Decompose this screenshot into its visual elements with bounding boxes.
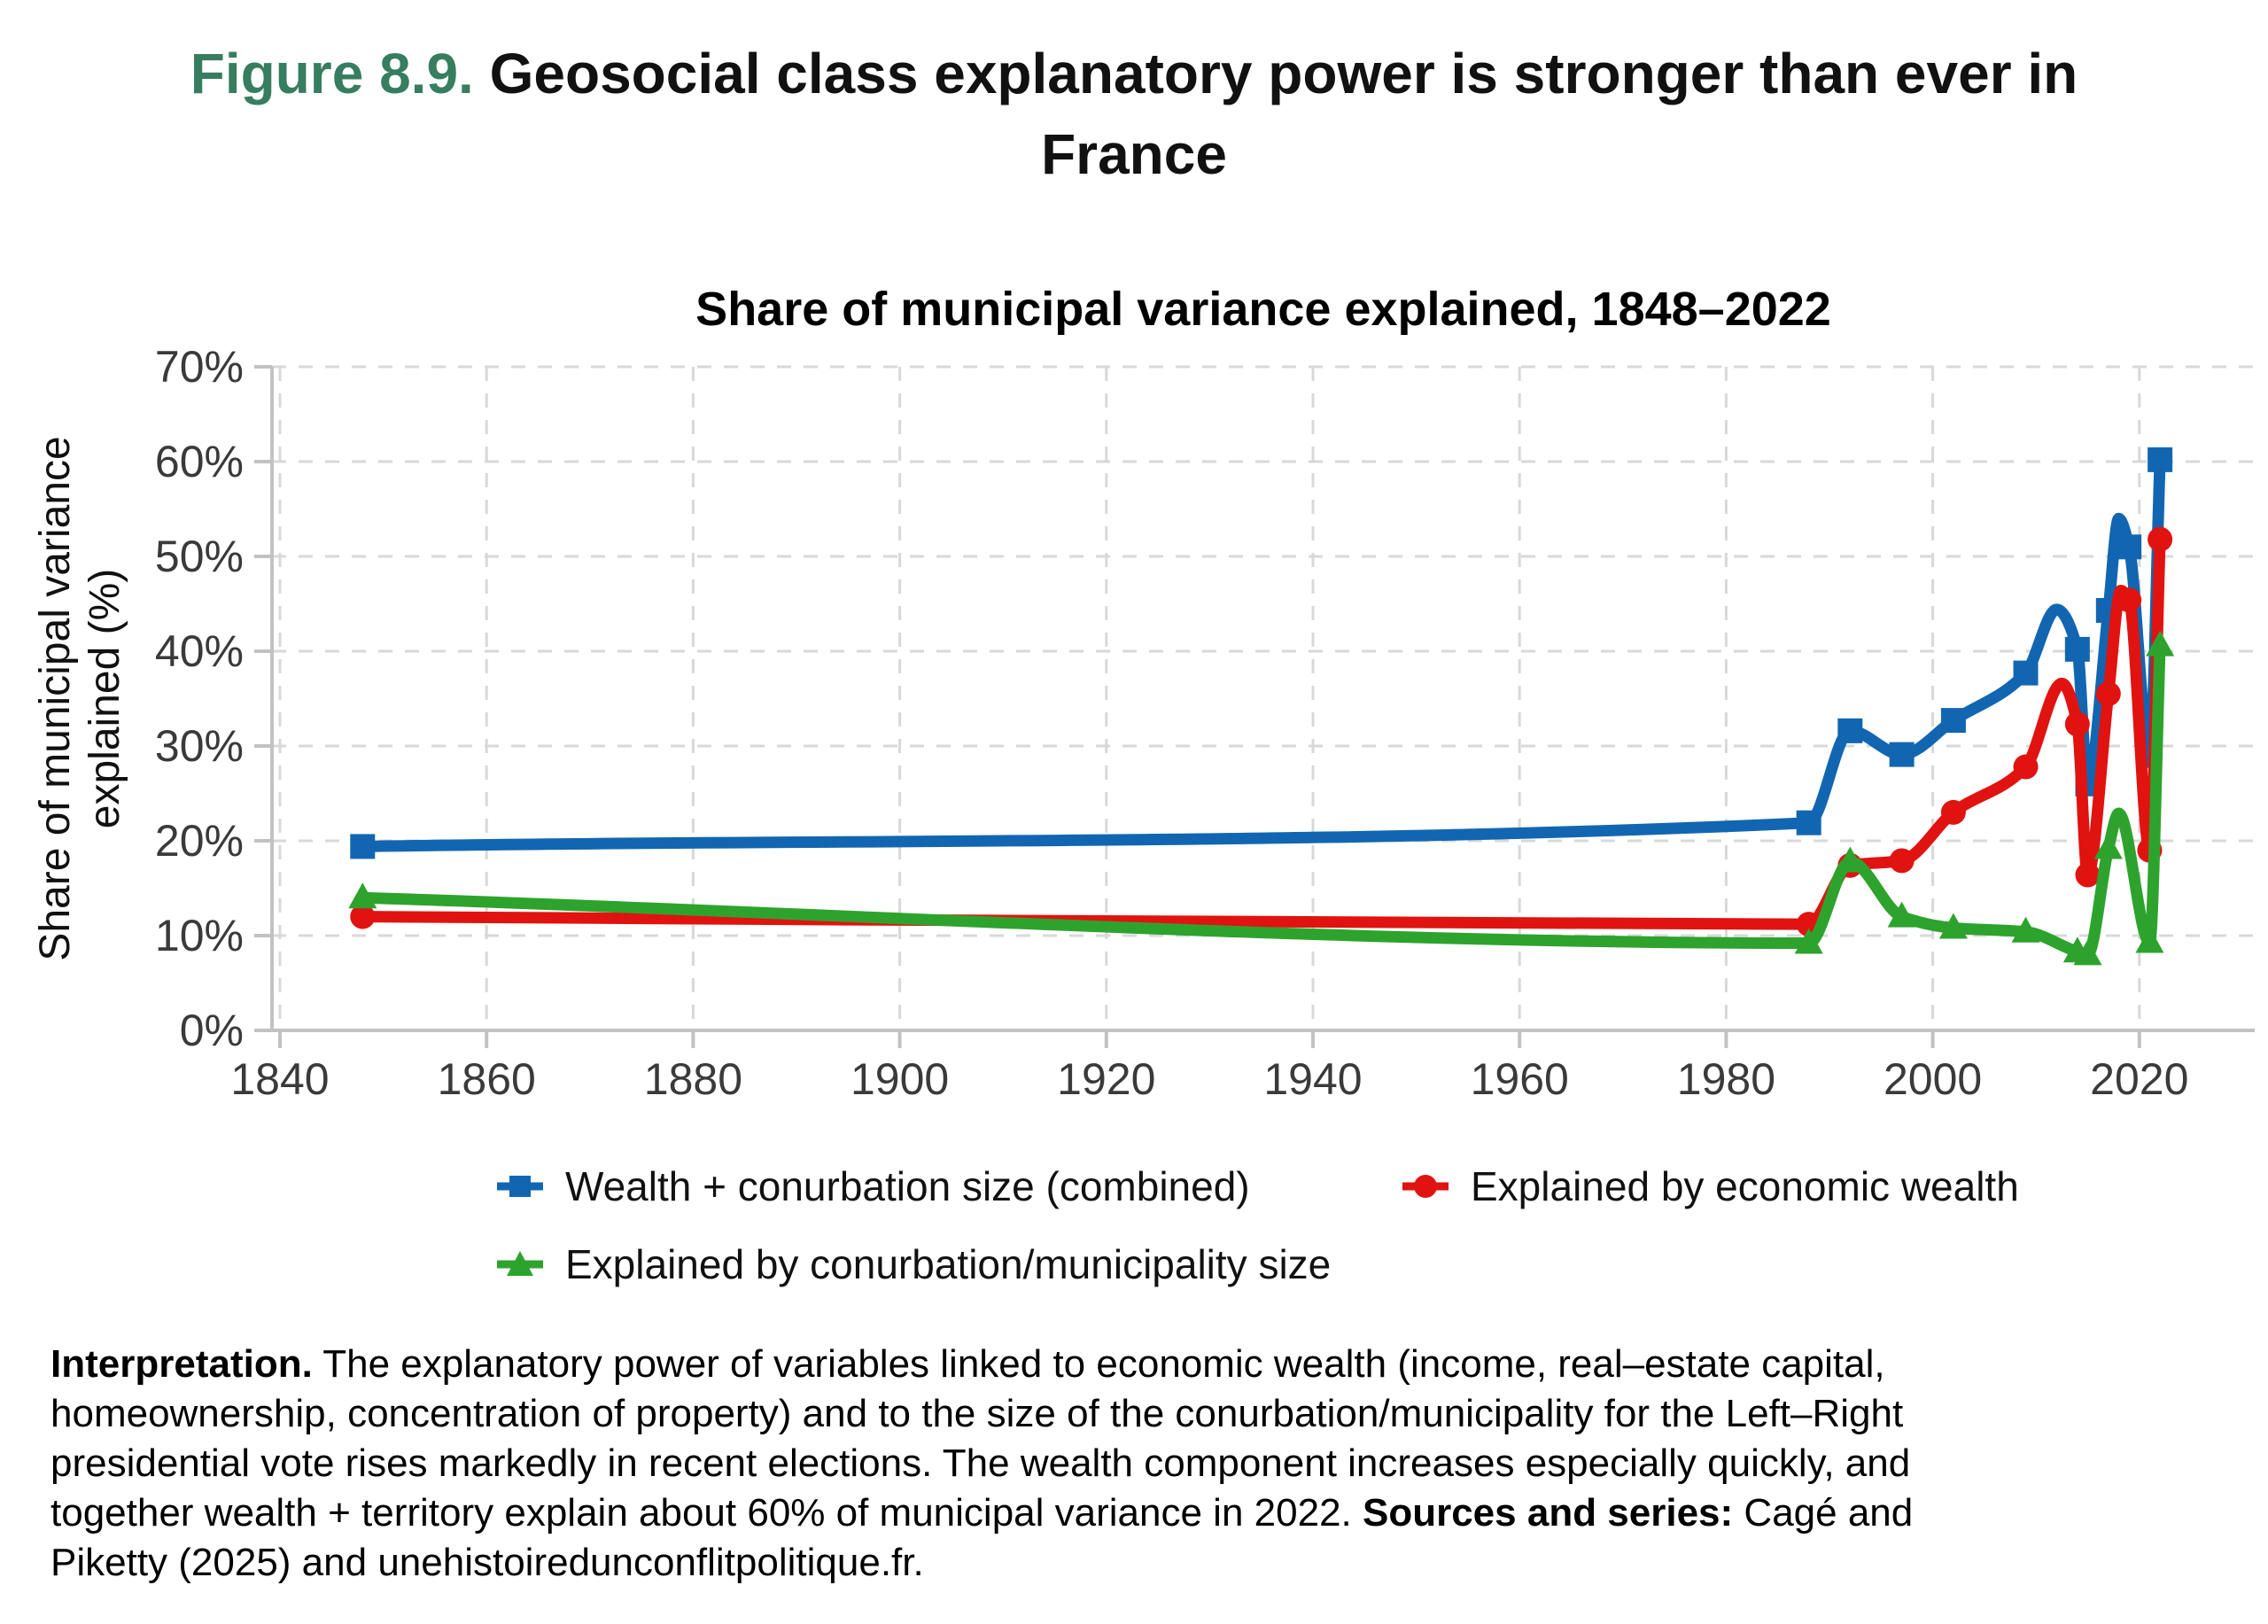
- legend-item-combined: Wealth + conurbation size (combined): [494, 1162, 1400, 1210]
- caption-line: together wealth + territory explain abou…: [50, 1491, 1914, 1535]
- svg-text:2020: 2020: [2090, 1054, 2188, 1104]
- svg-text:1960: 1960: [1471, 1054, 1569, 1104]
- svg-text:10%: 10%: [155, 911, 244, 960]
- svg-text:1880: 1880: [644, 1054, 742, 1104]
- svg-text:explained (%): explained (%): [82, 569, 128, 828]
- svg-text:20%: 20%: [155, 816, 244, 866]
- svg-text:Share of municipal variance: Share of municipal variance: [32, 436, 79, 960]
- svg-text:1980: 1980: [1677, 1054, 1775, 1104]
- figure-title-text: Geosocial class explanatory power is str…: [473, 42, 2078, 105]
- legend-item-conurbation: Explained by conurbation/municipality si…: [494, 1240, 1400, 1288]
- svg-text:30%: 30%: [155, 721, 244, 771]
- svg-text:40%: 40%: [155, 626, 244, 676]
- svg-text:1900: 1900: [850, 1054, 949, 1104]
- legend-triangle-marker-icon: [497, 1251, 543, 1276]
- legend-square-marker-icon: [497, 1176, 543, 1197]
- svg-text:70%: 70%: [155, 342, 244, 392]
- interpretation-caption: Interpretation. The explanatory power of…: [50, 1340, 2230, 1588]
- chart-svg: 1840 1860 1880 1900 1920 1940 1960 1980 2000 2020…: [32, 342, 2255, 1104]
- svg-text:1920: 1920: [1057, 1054, 1155, 1104]
- caption-line: homeownership, concentration of property…: [50, 1392, 1904, 1435]
- legend-circle-marker-icon: [1402, 1175, 1449, 1198]
- svg-text:60%: 60%: [155, 437, 244, 486]
- figure-title: Figure 8.9. Geosocial class explanatory …: [0, 34, 2268, 195]
- svg-text:2000: 2000: [1884, 1054, 1982, 1104]
- caption-line: Piketty (2025) and unehistoiredunconflit…: [50, 1541, 924, 1584]
- figure-title-line2: France: [1041, 121, 1227, 186]
- caption-line: presidential vote rises markedly in rece…: [50, 1441, 1911, 1485]
- legend-label-combined: Wealth + conurbation size (combined): [565, 1163, 1250, 1209]
- svg-text:0%: 0%: [180, 1006, 244, 1055]
- legend-item-wealth: Explained by economic wealth: [1400, 1162, 2019, 1210]
- figure-title-line1: Figure 8.9. Geosocial class explanatory …: [0, 34, 2268, 114]
- chart-legend: Wealth + conurbation size (combined) Exp…: [494, 1162, 2019, 1288]
- chart-area: 1840 1860 1880 1900 1920 1940 1960 1980 2000 2020…: [0, 337, 2268, 1134]
- legend-label-conurbation: Explained by conurbation/municipality si…: [565, 1241, 1332, 1287]
- figure-number: Figure 8.9.: [190, 42, 474, 105]
- svg-text:50%: 50%: [155, 532, 244, 581]
- svg-text:1840: 1840: [230, 1054, 329, 1104]
- caption-line: Interpretation. The explanatory power of…: [50, 1342, 1885, 1386]
- legend-label-wealth: Explained by economic wealth: [1471, 1163, 2019, 1209]
- svg-text:1940: 1940: [1263, 1054, 1362, 1104]
- chart-title: Share of municipal variance explained, 1…: [695, 283, 1831, 336]
- svg-text:1860: 1860: [438, 1054, 536, 1104]
